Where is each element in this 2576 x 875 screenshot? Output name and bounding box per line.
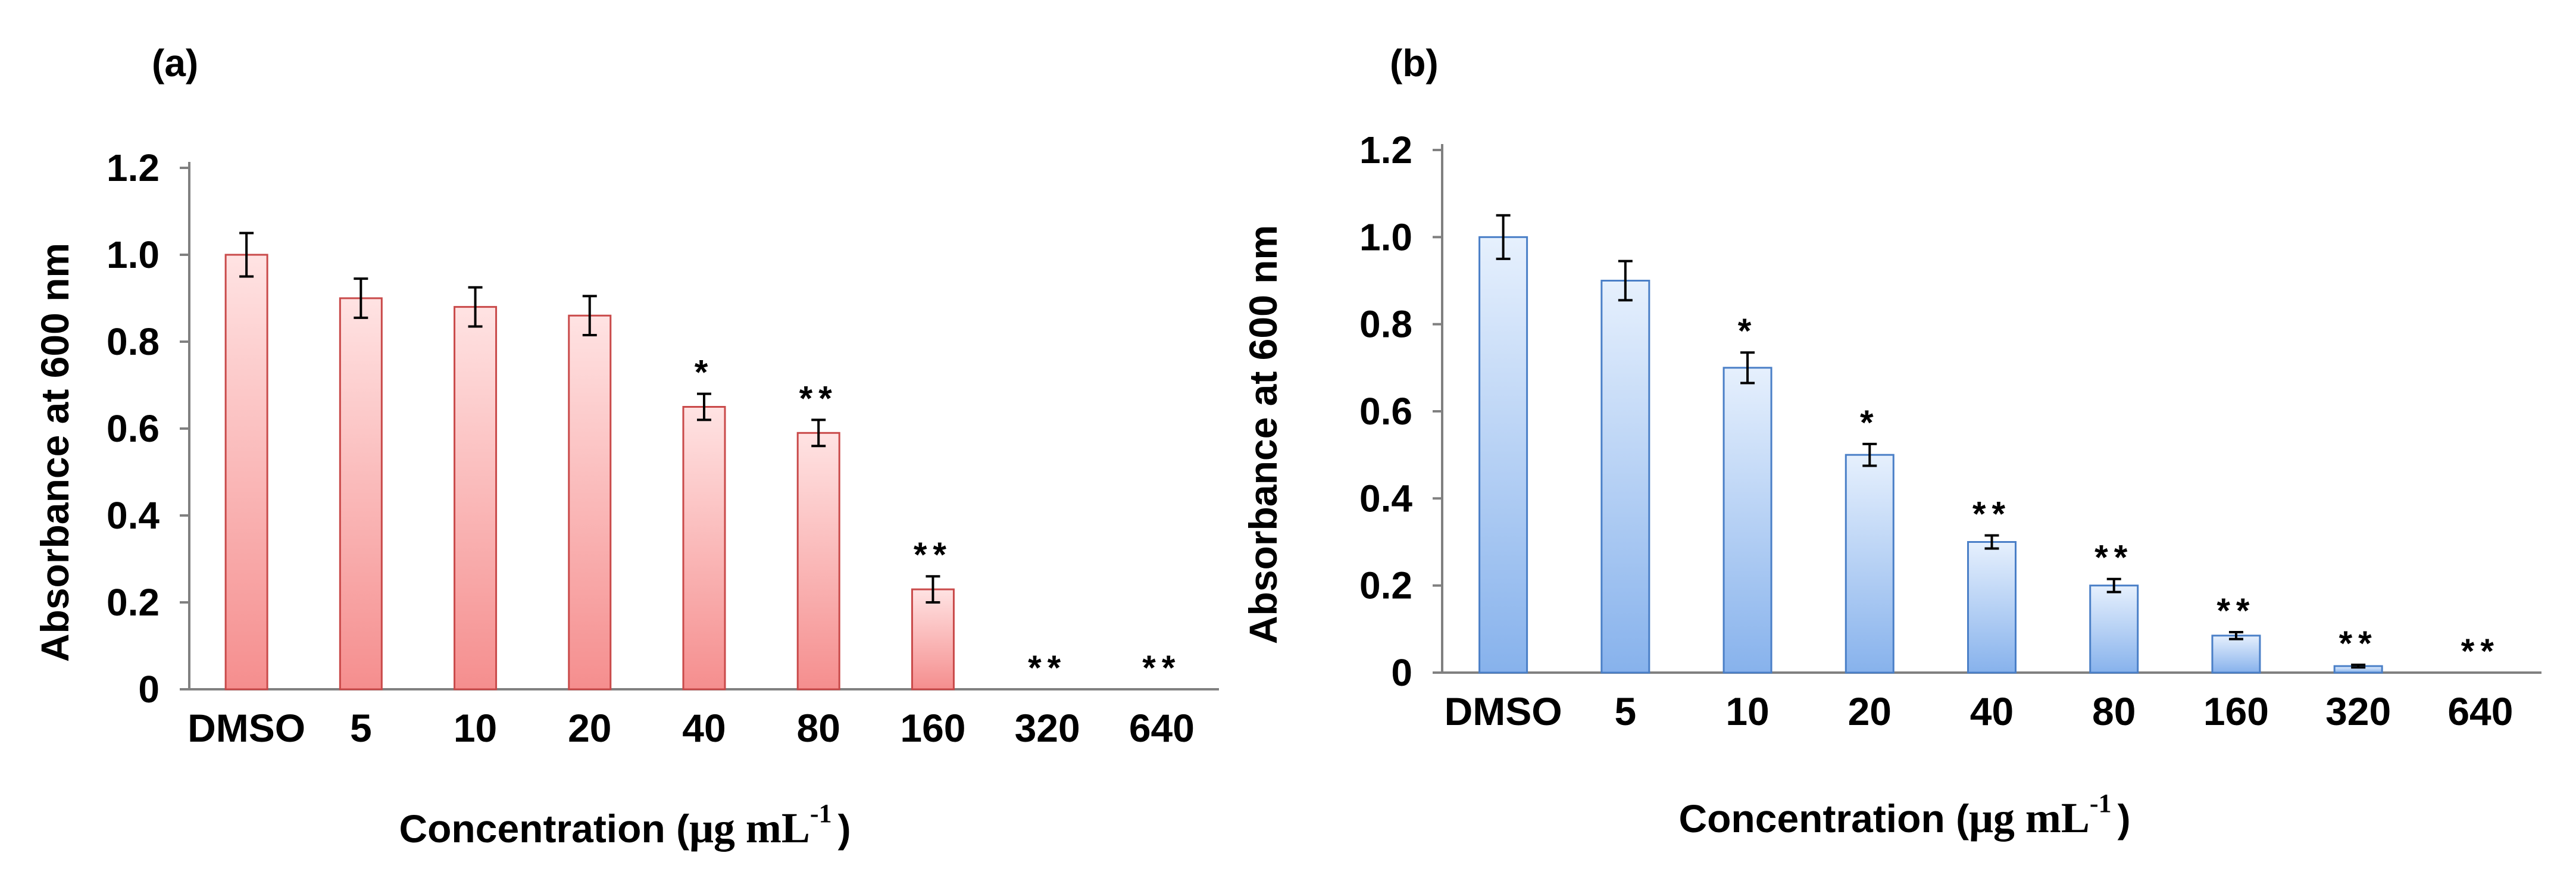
y-tick-label: 0.6 <box>107 407 160 450</box>
bar <box>1967 541 2017 674</box>
y-tick-label: 0.6 <box>1359 390 1412 433</box>
significance-marker: ** <box>2461 632 2500 671</box>
x-tick-label: 320 <box>2325 689 2391 733</box>
y-tick-label: 1.2 <box>1359 129 1412 171</box>
x-tick-label: 20 <box>1848 689 1892 733</box>
error-bar <box>1862 442 1877 467</box>
x-tick-label: 10 <box>454 706 497 750</box>
y-tick-label: 1.0 <box>107 233 160 276</box>
x-tick-label: 10 <box>1725 689 1769 733</box>
panel-a-y-axis-label: Absorbance at 600 nm <box>33 243 77 662</box>
significance-marker: ** <box>1142 649 1181 688</box>
bar <box>1722 367 1772 674</box>
error-bar <box>354 277 368 319</box>
panel-a-bars: ******* ** <box>224 232 1181 690</box>
x-tick-label: 80 <box>797 706 840 750</box>
panel-b-y-axis-title: Absorbance at 600 nm <box>1241 225 1285 644</box>
error-bar <box>926 575 940 604</box>
y-tick-label: 0.8 <box>107 320 160 363</box>
error-bar <box>1496 214 1511 260</box>
y-tick-label: 0.2 <box>107 581 160 624</box>
bar <box>2211 635 2261 674</box>
panel-b-bars: ********** ** <box>1478 214 2500 674</box>
x-tick-label: 40 <box>1970 689 2014 733</box>
panel-a: (a) Absorbance at 600 nm 0 0.2 0.4 0.6 0.8 1.… <box>33 42 1219 852</box>
panel-b: (b) Absorbance at 600 nm 0 0.2 0.4 0.6 0.8 1.… <box>1241 42 2541 842</box>
significance-marker: ** <box>914 536 952 574</box>
panel-a-x-axis-label: Concentration (μg mL-1) <box>399 799 851 852</box>
error-bar <box>1618 260 1633 302</box>
panel-b-label: (b) <box>1390 42 1439 85</box>
error-bar <box>811 418 826 448</box>
panel-b-y-ticks: 0 0.2 0.4 0.6 0.8 1.0 1.2 <box>1359 129 1442 694</box>
significance-marker: * <box>695 354 714 392</box>
y-tick-label: 1.2 <box>107 146 160 189</box>
x-tick-label: 160 <box>2203 689 2269 733</box>
error-bar <box>2351 663 2366 669</box>
significance-marker: ** <box>1028 649 1067 688</box>
panel-a-y-axis-title: Absorbance at 600 nm <box>33 243 77 662</box>
y-tick-label: 0.2 <box>1359 564 1412 607</box>
panel-a-x-ticks: DMSO 5 10 20 40 80 160 320 640 <box>187 706 1195 750</box>
x-tick-label: 160 <box>900 706 965 750</box>
bar <box>1478 236 1528 674</box>
bar <box>2089 585 2139 674</box>
x-tick-label: DMSO <box>1445 689 1562 733</box>
y-tick-label: 0 <box>138 668 160 711</box>
x-tick-label: DMSO <box>187 706 305 750</box>
error-bar <box>697 392 711 421</box>
y-tick-label: 0.4 <box>1359 477 1412 520</box>
y-tick-label: 1.0 <box>1359 215 1412 258</box>
error-bar <box>2106 577 2121 593</box>
error-bar <box>239 232 254 278</box>
x-tick-label: 640 <box>1129 706 1195 750</box>
significance-marker: ** <box>1972 495 2011 534</box>
panel-a-y-ticks: 0 0.2 0.4 0.6 0.8 1.0 1.2 <box>107 146 189 711</box>
significance-marker: * <box>1860 404 1880 442</box>
significance-marker: * <box>1738 312 1758 351</box>
panel-b-x-ticks: DMSO 5 10 20 40 80 160 320 640 <box>1445 689 2514 733</box>
significance-marker: ** <box>2339 624 2378 663</box>
bar <box>224 254 268 690</box>
significance-marker: ** <box>799 379 838 418</box>
x-tick-label: 320 <box>1015 706 1080 750</box>
panel-b-x-axis-label: Concentration (μg mL-1) <box>1678 789 2130 842</box>
bar <box>339 297 383 690</box>
x-tick-label: 80 <box>2092 689 2136 733</box>
panel-a-label: (a) <box>152 42 198 85</box>
error-bar <box>2228 630 2243 640</box>
bar <box>1600 280 1650 674</box>
x-tick-label: 40 <box>682 706 726 750</box>
error-bar <box>1740 351 1755 385</box>
bar <box>796 432 840 690</box>
bar <box>682 406 726 690</box>
x-tick-label: 5 <box>1614 689 1636 733</box>
x-tick-label: 640 <box>2447 689 2513 733</box>
x-tick-label: 5 <box>350 706 372 750</box>
y-tick-label: 0.8 <box>1359 303 1412 346</box>
error-bar <box>582 295 597 337</box>
error-bar <box>1984 534 1999 550</box>
y-tick-label: 0.4 <box>107 494 160 537</box>
bar <box>911 588 955 690</box>
panel-b-y-axis-label: Absorbance at 600 nm <box>1241 225 1285 644</box>
bar <box>454 306 498 690</box>
bar <box>568 314 612 690</box>
bar <box>1845 454 1895 674</box>
error-bar <box>468 286 483 328</box>
x-tick-label: 20 <box>568 706 611 750</box>
significance-marker: ** <box>2094 539 2133 577</box>
significance-marker: ** <box>2217 592 2255 630</box>
y-tick-label: 0 <box>1391 651 1412 694</box>
